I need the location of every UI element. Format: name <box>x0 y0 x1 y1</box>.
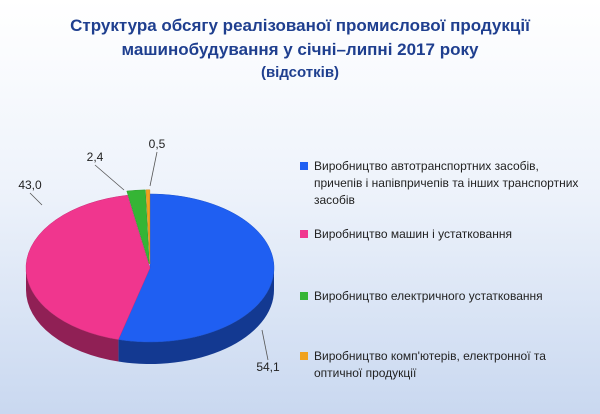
legend-item: Виробництво автотранспортних засобів, пр… <box>300 158 584 209</box>
legend-item: Виробництво електричного устатковання <box>300 288 584 305</box>
legend-label: Виробництво машин і устатковання <box>314 227 512 241</box>
chart-title: Структура обсягу реалізованої промислово… <box>70 16 530 59</box>
slice <box>126 189 150 264</box>
data-label: 0,5 <box>149 137 166 151</box>
legend-label: Виробництво комп'ютерів, електронної та … <box>314 349 546 380</box>
data-label: 2,4 <box>87 150 104 164</box>
slice <box>118 193 275 343</box>
slice <box>145 189 151 264</box>
leader-line <box>94 164 125 191</box>
legend-label: Виробництво електричного устатковання <box>314 289 543 303</box>
data-label: 43,0 <box>18 178 42 192</box>
legend-swatch <box>300 352 308 360</box>
slice-side <box>26 268 119 362</box>
data-label: 54,1 <box>256 360 280 374</box>
legend-swatch <box>300 230 308 238</box>
slice-side <box>118 268 274 364</box>
legend-item: Виробництво машин і устатковання <box>300 226 584 243</box>
slice <box>25 194 151 340</box>
leader-line <box>29 192 43 206</box>
chart-subtitle: (відсотків) <box>260 64 340 81</box>
legend-swatch <box>300 162 308 170</box>
legend-swatch <box>300 292 308 300</box>
legend-item: Виробництво комп'ютерів, електронної та … <box>300 348 584 382</box>
leader-line <box>149 151 158 187</box>
leader-line <box>261 329 269 361</box>
legend-label: Виробництво автотранспортних засобів, пр… <box>314 159 579 207</box>
